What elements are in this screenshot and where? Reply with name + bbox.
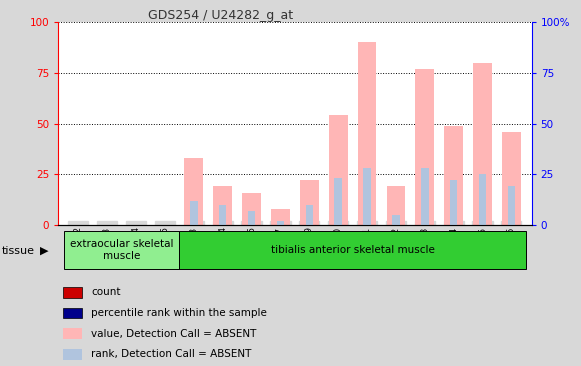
Text: ▶: ▶	[40, 246, 48, 256]
Bar	[306, 205, 313, 225]
Bar	[271, 209, 290, 225]
Text: GDS254 / U24282_g_at: GDS254 / U24282_g_at	[148, 9, 293, 22]
Bar	[63, 287, 82, 298]
Bar	[64, 231, 180, 269]
Bar	[444, 126, 463, 225]
Text: rank, Detection Call = ABSENT: rank, Detection Call = ABSENT	[91, 349, 252, 359]
Bar	[219, 205, 227, 225]
Bar	[450, 180, 457, 225]
Text: count: count	[91, 287, 121, 298]
Bar	[502, 132, 521, 225]
Bar	[180, 231, 526, 269]
Text: value, Detection Call = ABSENT: value, Detection Call = ABSENT	[91, 329, 257, 339]
Bar	[335, 178, 342, 225]
Bar	[508, 187, 515, 225]
Text: tibialis anterior skeletal muscle: tibialis anterior skeletal muscle	[271, 245, 435, 255]
Bar	[358, 42, 376, 225]
Bar	[421, 168, 429, 225]
Bar	[184, 158, 203, 225]
Bar	[363, 168, 371, 225]
Text: percentile rank within the sample: percentile rank within the sample	[91, 308, 267, 318]
Bar	[479, 174, 486, 225]
Bar	[248, 211, 255, 225]
Bar	[473, 63, 492, 225]
Bar	[329, 115, 347, 225]
Text: tissue: tissue	[2, 246, 35, 256]
Bar	[63, 308, 82, 318]
Bar	[63, 328, 82, 339]
Text: extraocular skeletal
muscle: extraocular skeletal muscle	[70, 239, 173, 261]
Bar	[386, 187, 406, 225]
Bar	[277, 221, 284, 225]
Bar	[415, 69, 434, 225]
Bar	[190, 201, 198, 225]
Bar	[213, 187, 232, 225]
Bar	[242, 193, 261, 225]
Bar	[392, 215, 400, 225]
Bar	[300, 180, 318, 225]
Bar	[63, 349, 82, 360]
